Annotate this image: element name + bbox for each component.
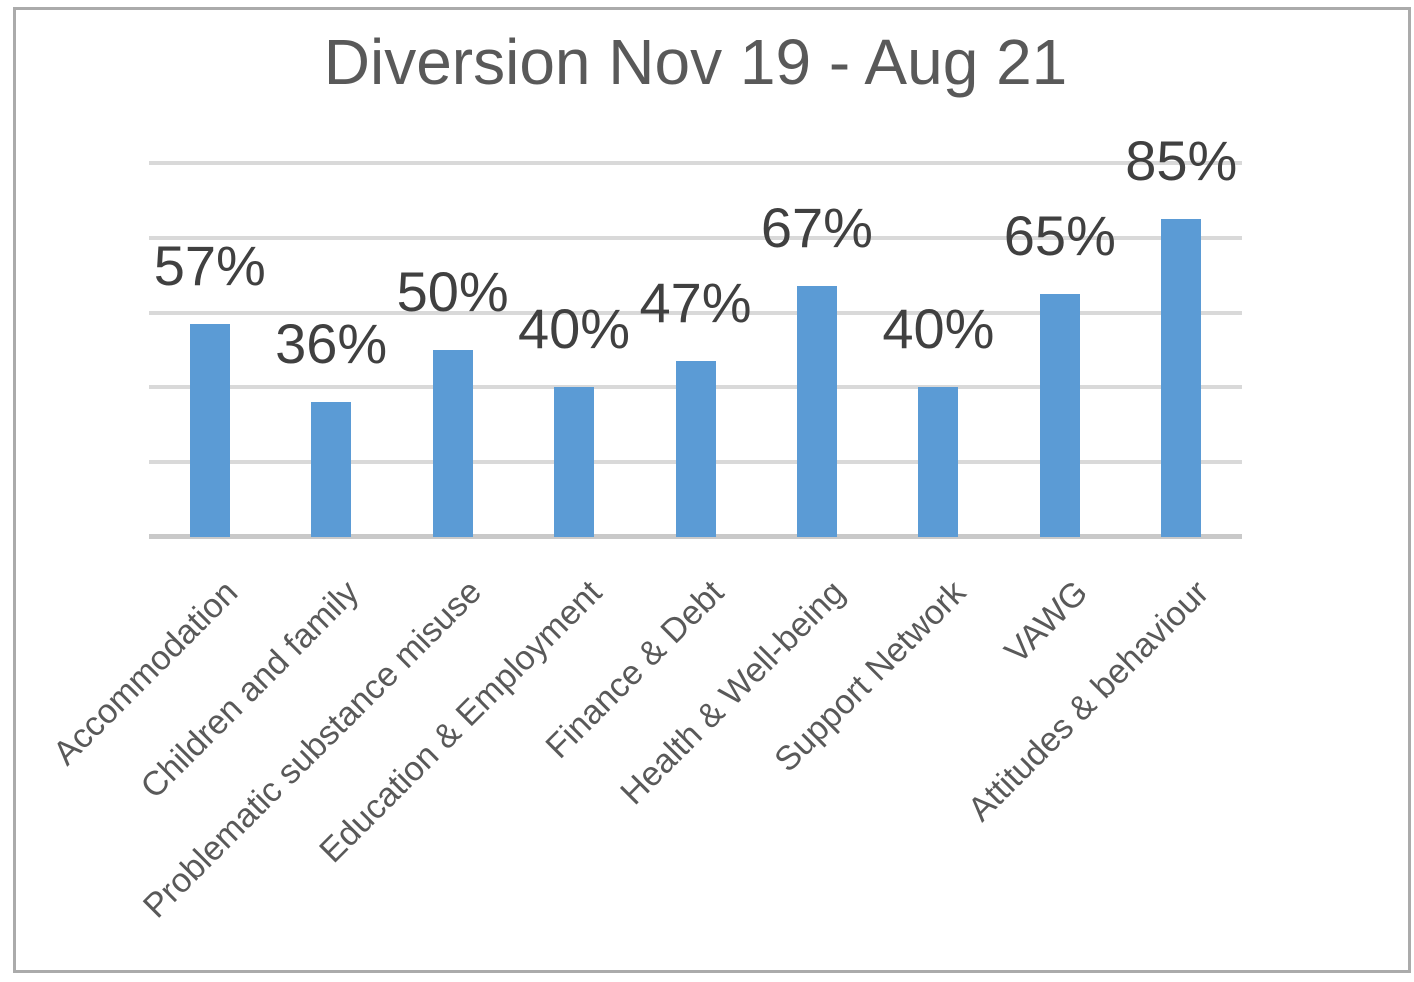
bar xyxy=(918,387,959,537)
image-border xyxy=(13,7,1411,973)
bar xyxy=(796,286,837,537)
bar xyxy=(1039,293,1080,537)
bar xyxy=(189,323,230,537)
bar-value-label: 40% xyxy=(518,297,631,361)
bar xyxy=(554,387,595,537)
plot-area: 57% 36% 50% 40% 47% 67% 40% 65% 85% xyxy=(149,133,1242,539)
chart-title: Diversion Nov 19 - Aug 21 xyxy=(323,26,1068,98)
gridline xyxy=(149,310,1242,315)
bar-value-label: 57% xyxy=(153,233,266,297)
bar-value-label: 65% xyxy=(1003,203,1116,267)
bar-value-label: 40% xyxy=(882,297,995,361)
bar-value-label: 67% xyxy=(760,196,873,260)
bar xyxy=(311,402,352,537)
bar xyxy=(675,361,716,537)
bar-value-label: 36% xyxy=(275,312,388,376)
bar xyxy=(1161,219,1202,537)
gridline xyxy=(149,235,1242,240)
bar xyxy=(432,350,473,537)
bar-value-label: 85% xyxy=(1125,129,1238,193)
gridline xyxy=(149,161,1242,165)
bar-value-label: 47% xyxy=(639,271,752,335)
bar-value-label: 50% xyxy=(396,260,509,323)
